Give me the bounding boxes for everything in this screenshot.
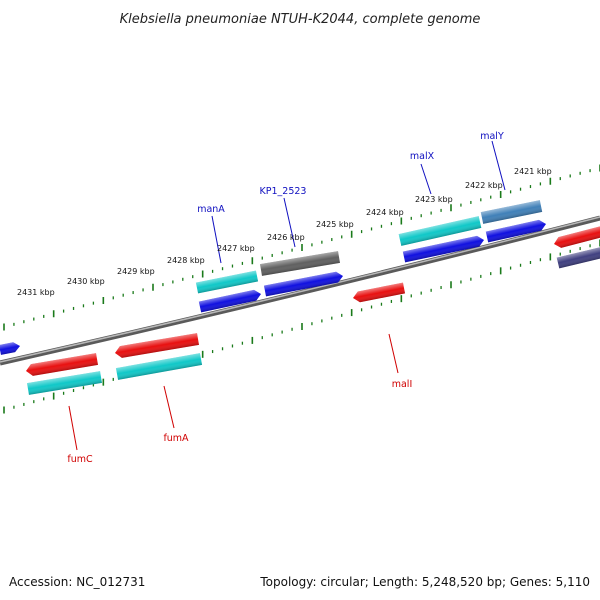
- kbp-label: 2426 kbp: [267, 233, 305, 242]
- gene-label-kp1-2523: KP1_2523: [260, 186, 307, 197]
- leader-line: [420, 163, 432, 195]
- leader-line: [283, 197, 296, 248]
- kbp-label: 2423 kbp: [415, 195, 453, 204]
- kbp-label: 2425 kbp: [316, 220, 354, 229]
- gene-red-2: [115, 333, 199, 358]
- gene-red-fumc: [26, 353, 98, 376]
- gene-malx: [398, 216, 482, 246]
- backbone-line: [0, 215, 600, 366]
- leader-line: [388, 333, 399, 374]
- map-title: Klebsiella pneumoniae NTUH-K2044, comple…: [120, 12, 481, 27]
- kbp-label: 2428 kbp: [167, 256, 205, 265]
- kbp-label: 2431 kbp: [17, 288, 55, 297]
- gene-blue-4: [485, 219, 546, 243]
- gene-cyan-1: [195, 270, 259, 294]
- kbp-label: 2424 kbp: [366, 208, 404, 217]
- upper-tick-row: [3, 164, 600, 331]
- gene-blue-edge: [0, 342, 21, 355]
- gene-blue-1: [198, 289, 262, 313]
- kbp-label: 2422 kbp: [465, 181, 503, 190]
- gene-blue-2: [263, 271, 343, 297]
- gene-label-mali: malI: [392, 379, 413, 390]
- genome-backbone: [0, 215, 600, 366]
- kbp-label: 2421 kbp: [514, 167, 552, 176]
- gene-mali: [353, 282, 406, 303]
- gene-kp1-2523: [260, 251, 340, 276]
- gene-blue-3: [402, 235, 484, 263]
- gene-label-maly: malY: [480, 131, 504, 142]
- gene-maly: [480, 200, 543, 224]
- kbp-label: 2430 kbp: [67, 277, 105, 286]
- gene-label-mana: manA: [197, 204, 225, 215]
- gene-navy-edge: [556, 245, 600, 269]
- leader-line: [68, 405, 78, 451]
- gene-fumc: [27, 371, 102, 395]
- backbone-highlight: [0, 216, 600, 363]
- gene-features: [0, 200, 600, 395]
- gene-label-fumc: fumC: [67, 454, 93, 465]
- kbp-label: 2427 kbp: [217, 244, 255, 253]
- leader-line: [211, 215, 222, 264]
- gene-label-malx: malX: [410, 151, 435, 162]
- kbp-label: 2429 kbp: [117, 267, 155, 276]
- leader-line: [491, 140, 506, 191]
- gene-red-edge: [554, 224, 600, 248]
- labels: 2431 kbp 2430 kbp 2429 kbp 2428 kbp 2427 kbp…: [17, 131, 552, 465]
- leader-line: [163, 385, 175, 429]
- gene-fuma: [115, 353, 203, 380]
- topology-text: Topology: circular; Length: 5,248,520 bp…: [259, 575, 590, 589]
- gene-label-fuma: fumA: [163, 433, 189, 444]
- gene-label-leaders: [68, 140, 506, 451]
- accession-text: Accession: NC_012731: [9, 575, 145, 589]
